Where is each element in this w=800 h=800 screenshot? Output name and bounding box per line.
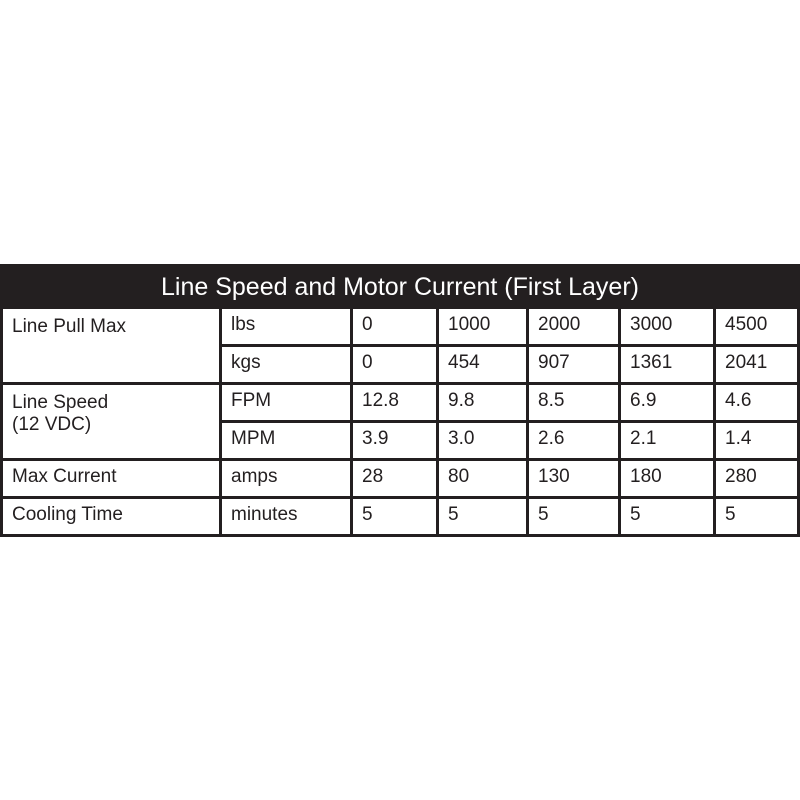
value-cell: 9.8 (439, 385, 526, 420)
value-cell: 130 (529, 461, 618, 496)
value-cell: 80 (439, 461, 526, 496)
value-cell: 4.6 (716, 385, 797, 420)
value-cell: 907 (529, 347, 618, 382)
row-label: Cooling Time (3, 499, 219, 534)
unit-cell: minutes (222, 499, 350, 534)
row-label: Line Speed (12 VDC) (3, 385, 219, 458)
value-cell: 3.9 (353, 423, 436, 458)
value-cell: 3000 (621, 309, 713, 344)
value-cell: 12.8 (353, 385, 436, 420)
value-cell: 8.5 (529, 385, 618, 420)
value-cell: 2.6 (529, 423, 618, 458)
row-label: Line Pull Max (3, 309, 219, 382)
unit-cell: lbs (222, 309, 350, 344)
value-cell: 1.4 (716, 423, 797, 458)
table-body: Line Pull Max lbs 0 1000 2000 3000 4500 kgs 0 454… (3, 309, 797, 534)
value-cell: 5 (439, 499, 526, 534)
value-cell: 0 (353, 347, 436, 382)
value-cell: 2000 (529, 309, 618, 344)
value-cell: 1361 (621, 347, 713, 382)
value-cell: 28 (353, 461, 436, 496)
unit-cell: kgs (222, 347, 350, 382)
unit-cell: FPM (222, 385, 350, 420)
value-cell: 5 (353, 499, 436, 534)
value-cell: 1000 (439, 309, 526, 344)
value-cell: 454 (439, 347, 526, 382)
unit-cell: amps (222, 461, 350, 496)
value-cell: 5 (529, 499, 618, 534)
spec-table: Line Speed and Motor Current (First Laye… (0, 264, 800, 537)
value-cell: 4500 (716, 309, 797, 344)
value-cell: 5 (621, 499, 713, 534)
value-cell: 0 (353, 309, 436, 344)
unit-cell: MPM (222, 423, 350, 458)
value-cell: 5 (716, 499, 797, 534)
value-cell: 3.0 (439, 423, 526, 458)
value-cell: 180 (621, 461, 713, 496)
value-cell: 2.1 (621, 423, 713, 458)
value-cell: 6.9 (621, 385, 713, 420)
value-cell: 2041 (716, 347, 797, 382)
table-title: Line Speed and Motor Current (First Laye… (161, 273, 639, 301)
row-label: Max Current (3, 461, 219, 496)
value-cell: 280 (716, 461, 797, 496)
